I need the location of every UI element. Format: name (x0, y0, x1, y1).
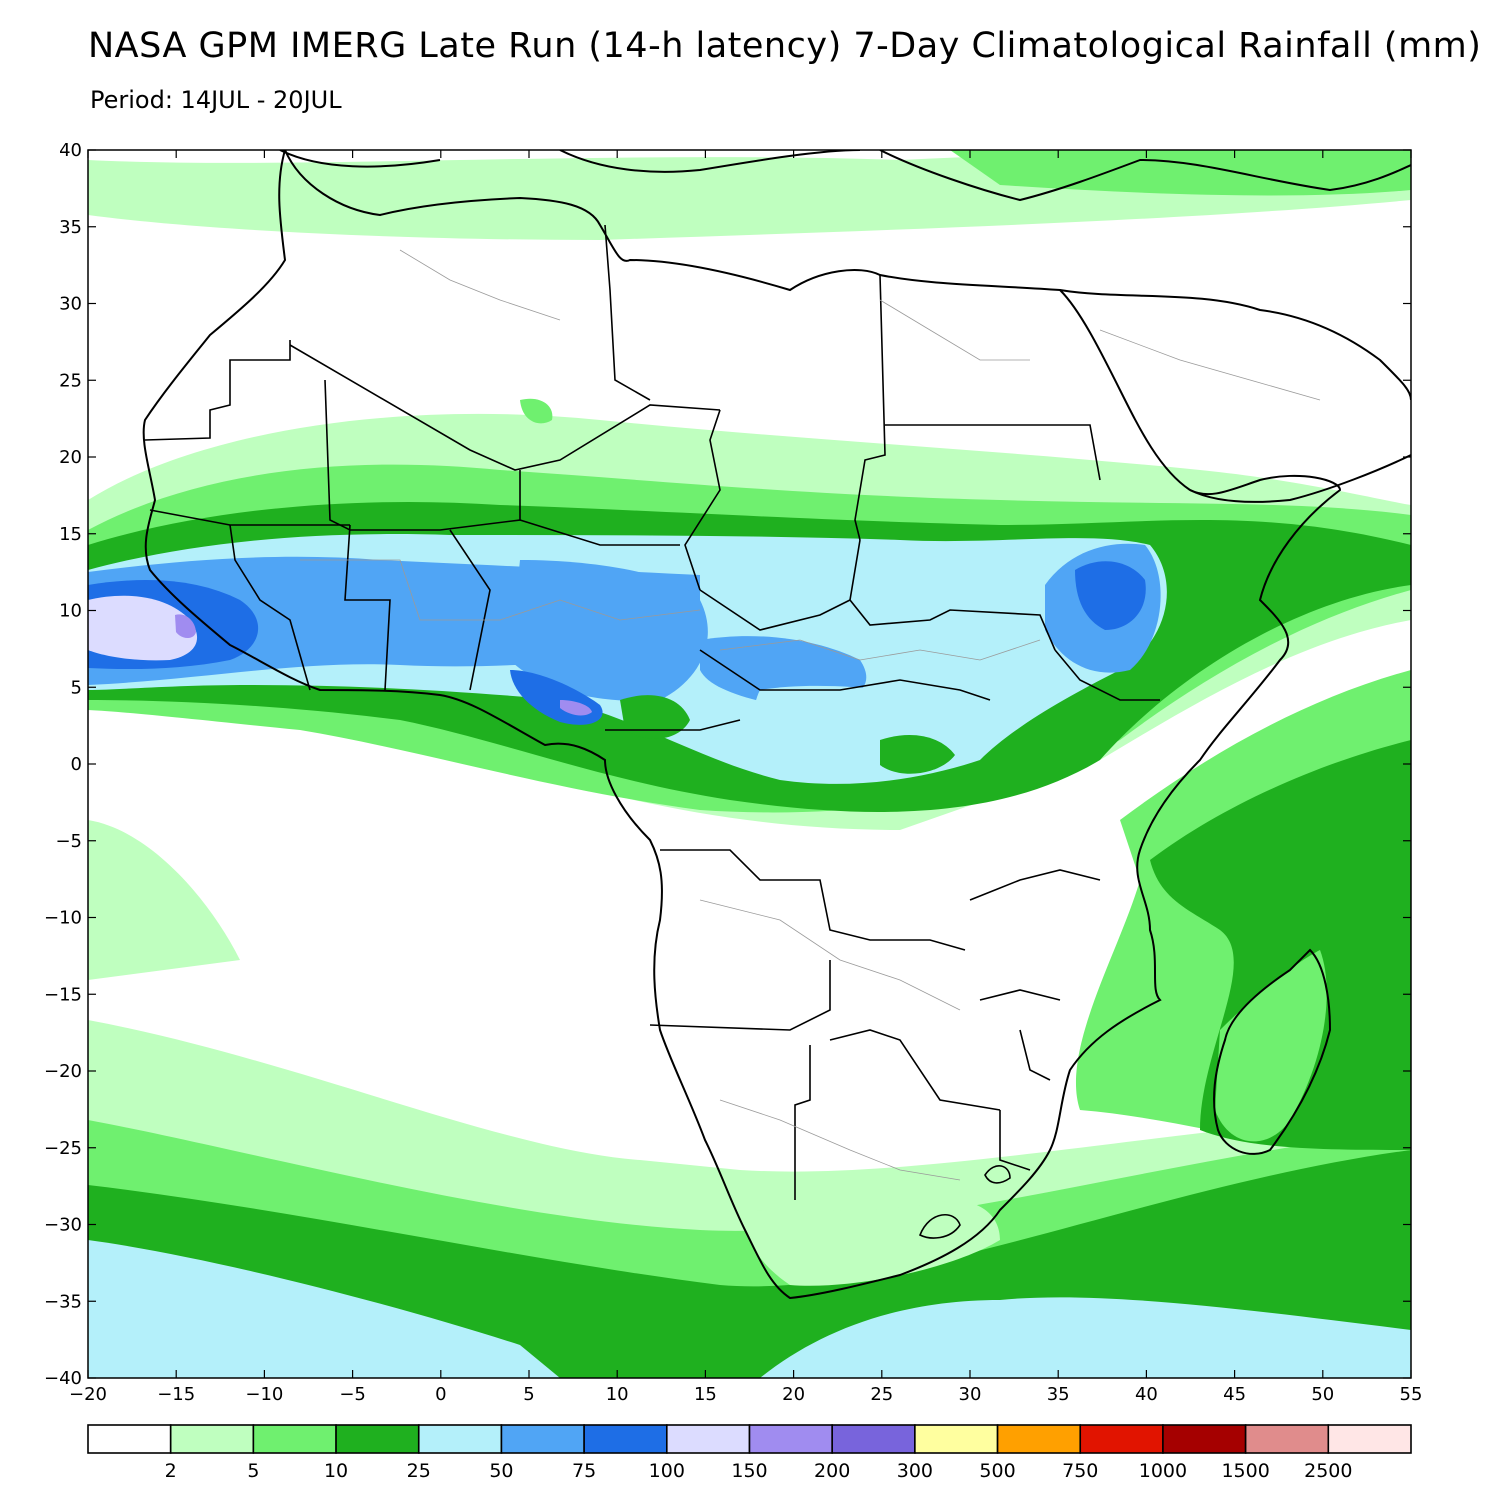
colorbar-label: 5 (247, 1460, 259, 1482)
europe-coastline (279, 150, 1411, 202)
colorbar-swatch (583, 1424, 668, 1454)
colorbar: 2 5 10 25 50 75 100 150 200 300 500 750 1000 1500 2500 (87, 1424, 1412, 1482)
rain-core-nigeria-200mm (560, 700, 592, 716)
country-borders (144, 224, 1160, 1239)
y-tick-label: −15 (44, 984, 82, 1005)
rain-patch-congo-heavy (880, 735, 955, 774)
period-subtitle: Period: 14JUL - 20JUL (90, 86, 342, 114)
y-tick-label: 20 (59, 447, 82, 468)
colorbar-label: 50 (489, 1460, 513, 1482)
y-tick-label: −40 (44, 1368, 82, 1389)
x-axis: −20 −15 −10 −5 0 5 10 15 20 25 30 35 40 45 50 55 (69, 150, 1422, 1405)
rain-patch-southwest (88, 820, 240, 980)
colorbar-swatch (1244, 1424, 1330, 1454)
colorbar-swatch (914, 1424, 999, 1454)
x-tick-label: −5 (339, 1384, 366, 1405)
x-tick-label: 30 (959, 1384, 982, 1405)
colorbar-swatch (831, 1424, 916, 1454)
x-tick-label: −10 (245, 1384, 283, 1405)
y-tick-label: −5 (55, 831, 82, 852)
y-tick-label: −35 (44, 1291, 82, 1312)
y-tick-label: 10 (59, 601, 82, 622)
rain-patch-gabon (620, 695, 690, 739)
x-tick-label: 15 (694, 1384, 717, 1405)
y-tick-label: −20 (44, 1061, 82, 1082)
colorbar-swatch (169, 1424, 255, 1454)
y-tick-label: 35 (59, 217, 82, 238)
colorbar-label: 25 (407, 1460, 431, 1482)
madagascar-coastline (1213, 948, 1332, 1155)
rain-core-west-150mm (88, 595, 198, 661)
rain-band-south-50mm-east (760, 1297, 1411, 1378)
y-tick-label: 15 (59, 524, 82, 545)
colorbar-swatch (748, 1424, 833, 1454)
africa-coastline (142, 150, 1342, 1300)
rain-core-ethiopia-100mm (1075, 561, 1146, 630)
x-tick-label: 10 (606, 1384, 629, 1405)
colorbar-label: 10 (324, 1460, 348, 1482)
x-tick-label: −15 (157, 1384, 195, 1405)
y-tick-label: 40 (59, 140, 82, 161)
x-tick-label: 0 (435, 1384, 446, 1405)
rain-core-west-200mm (175, 614, 196, 638)
colorbar-label: 2500 (1304, 1460, 1352, 1482)
colorbar-label: 300 (897, 1460, 933, 1482)
rain-core-central-75mm (510, 560, 708, 701)
coastlines (142, 150, 1411, 1300)
x-tick-label: −20 (69, 1384, 107, 1405)
x-tick-label: 20 (782, 1384, 805, 1405)
y-tick-label: 30 (59, 294, 82, 315)
y-tick-label: −30 (44, 1215, 82, 1236)
x-tick-label: 5 (523, 1384, 534, 1405)
colorbar-label: 2 (165, 1460, 177, 1482)
map-title: NASA GPM IMERG Late Run (14-h latency) 7… (88, 26, 1482, 66)
colorbar-swatch (87, 1424, 172, 1454)
colorbar-swatch (1079, 1424, 1164, 1454)
y-axis: 40 35 30 25 20 15 10 5 0 −5 −10 −15 −20 −25 −30 −35 −40 (44, 140, 1411, 1389)
colorbar-label: 500 (979, 1460, 1015, 1482)
x-tick-label: 35 (1047, 1384, 1070, 1405)
x-tick-label: 55 (1400, 1384, 1423, 1405)
colorbar-label: 750 (1062, 1460, 1098, 1482)
colorbar-swatch (252, 1424, 337, 1454)
admin-boundaries (300, 249, 1321, 1181)
y-tick-label: −10 (44, 908, 82, 929)
rain-patch-sahara-light (520, 398, 553, 424)
rain-patch-south-africa-coast (740, 1200, 1000, 1286)
colorbar-swatch (1327, 1424, 1412, 1454)
x-tick-label: 25 (870, 1384, 893, 1405)
x-tick-label: 45 (1223, 1384, 1246, 1405)
colorbar-swatch (500, 1424, 585, 1454)
colorbar-label: 1500 (1221, 1460, 1269, 1482)
y-tick-label: −25 (44, 1138, 82, 1159)
rain-band-south-50mm (88, 1240, 560, 1378)
rain-region-indian-ocean-heavy (1150, 740, 1411, 1150)
colorbar-label: 200 (814, 1460, 850, 1482)
colorbar-swatch (666, 1424, 751, 1454)
colorbar-swatch (417, 1424, 503, 1454)
colorbar-label: 1000 (1139, 1460, 1187, 1482)
arabia-coastline (1059, 289, 1411, 503)
y-tick-label: 5 (71, 677, 82, 698)
colorbar-label: 100 (649, 1460, 685, 1482)
colorbar-swatch (996, 1424, 1082, 1454)
colorbar-swatch (1162, 1424, 1247, 1454)
rainfall-field (88, 150, 1411, 1378)
x-tick-label: 50 (1311, 1384, 1334, 1405)
colorbar-label: 150 (731, 1460, 767, 1482)
colorbar-swatch (335, 1424, 420, 1454)
x-tick-label: 40 (1135, 1384, 1158, 1405)
y-tick-label: 25 (59, 370, 82, 391)
y-tick-label: 0 (71, 754, 82, 775)
colorbar-label: 75 (572, 1460, 596, 1482)
rain-patch-madagascar (1215, 950, 1327, 1142)
